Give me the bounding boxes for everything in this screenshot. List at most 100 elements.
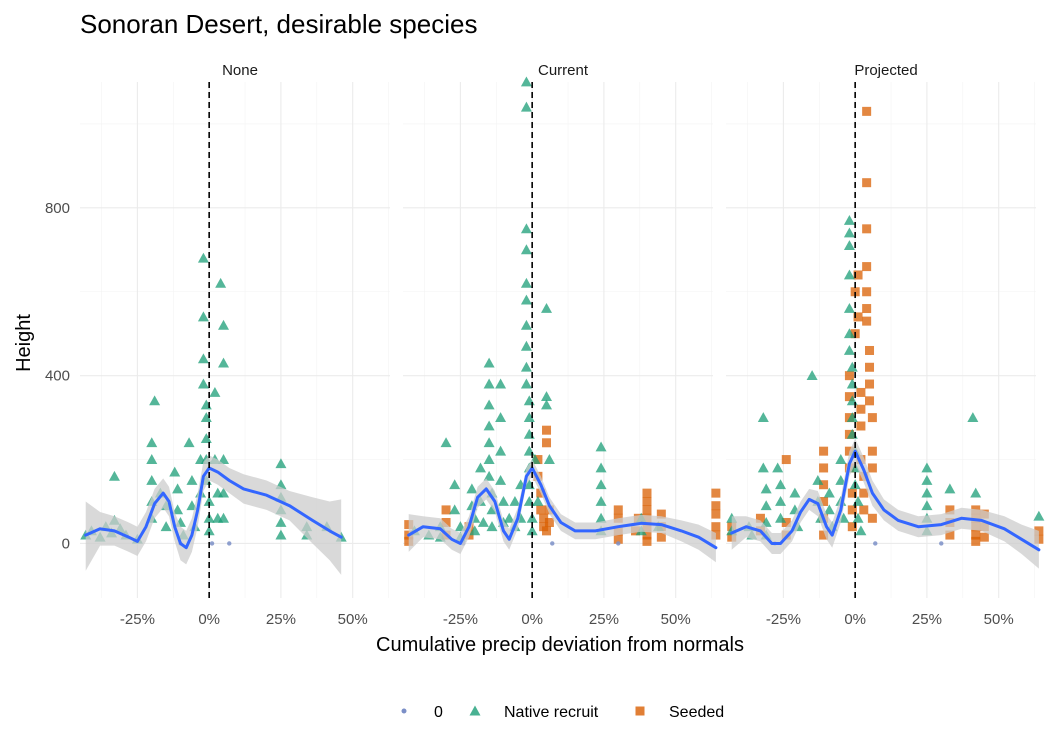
seeded-point xyxy=(642,488,652,498)
seeded-point xyxy=(971,536,981,546)
native-recruit-point xyxy=(846,361,858,372)
native-recruit-point xyxy=(197,378,209,389)
seeded-point xyxy=(441,517,451,527)
native-recruit-point xyxy=(526,525,538,536)
zero-point xyxy=(873,541,878,546)
native-recruit-point xyxy=(921,475,933,485)
native-recruit-point xyxy=(520,244,532,255)
seeded-point xyxy=(819,530,829,540)
y-axis-title: Height xyxy=(13,314,35,372)
native-recruit-point xyxy=(449,504,461,515)
native-recruit-point xyxy=(520,277,532,288)
x-tick-label: 25% xyxy=(266,611,296,628)
legend-circle-key xyxy=(401,708,407,714)
native-recruit-point xyxy=(172,483,184,494)
native-recruit-point xyxy=(757,412,769,423)
native-recruit-point xyxy=(200,412,212,423)
native-recruit-point xyxy=(503,512,515,523)
legend-label: Seeded xyxy=(669,704,724,721)
seeded-point xyxy=(847,522,857,532)
native-recruit-point xyxy=(775,512,787,523)
native-recruit-point xyxy=(843,328,855,339)
legend-item-native-recruit: Native recruit xyxy=(469,704,599,721)
x-tick-label: 50% xyxy=(338,611,368,628)
smooth-trend-line xyxy=(730,449,1041,552)
native-recruit-point xyxy=(520,223,532,234)
native-recruit-point xyxy=(275,529,287,540)
native-recruit-point xyxy=(921,500,933,511)
seeded-point xyxy=(781,517,791,527)
seeded-point xyxy=(656,509,666,519)
seeded-point xyxy=(856,421,866,431)
seeded-point xyxy=(642,497,652,507)
native-recruit-point xyxy=(595,496,607,506)
native-recruit-point xyxy=(921,487,933,498)
native-recruit-point xyxy=(483,420,495,431)
seeded-point xyxy=(711,509,721,519)
native-recruit-point xyxy=(523,412,535,423)
native-recruit-point xyxy=(486,504,498,515)
native-recruit-point xyxy=(520,378,532,389)
native-recruit-point xyxy=(160,521,172,532)
seeded-point xyxy=(755,513,765,523)
seeded-point xyxy=(711,501,721,511)
native-recruit-point xyxy=(843,303,855,313)
native-recruit-point xyxy=(146,475,158,485)
native-recruit-point xyxy=(520,101,532,112)
native-recruit-point xyxy=(921,462,933,473)
x-tick-label: -25% xyxy=(120,611,155,628)
seeded-point xyxy=(867,463,877,473)
native-recruit-point xyxy=(186,475,198,485)
native-recruit-point xyxy=(595,441,607,452)
seeded-point xyxy=(865,362,875,372)
native-recruit-point xyxy=(541,391,553,402)
facet-strip-label: Current xyxy=(538,62,589,79)
x-tick-label: -25% xyxy=(766,611,801,628)
native-recruit-point xyxy=(218,512,230,523)
seeded-point xyxy=(850,287,860,297)
seeded-point xyxy=(711,488,721,498)
native-recruit-point xyxy=(970,487,982,498)
native-recruit-point xyxy=(760,500,772,511)
seeded-point xyxy=(862,106,872,116)
seeded-point xyxy=(544,517,554,527)
x-tick-label: 0% xyxy=(198,611,220,628)
seeded-point xyxy=(542,438,552,448)
native-recruit-point xyxy=(483,470,495,481)
native-recruit-point xyxy=(523,445,535,456)
facet-strip-label: None xyxy=(222,62,258,79)
zero-point xyxy=(209,541,215,546)
seeded-point xyxy=(819,446,829,456)
x-tick-label: 50% xyxy=(984,611,1014,628)
native-recruit-point xyxy=(495,445,507,456)
seeded-point xyxy=(536,505,546,515)
seeded-point xyxy=(613,534,623,544)
smooth-trend-line xyxy=(84,466,343,550)
x-tick-label: 0% xyxy=(844,611,866,628)
native-recruit-point xyxy=(108,470,120,481)
seeded-point xyxy=(819,463,829,473)
seeded-point xyxy=(867,446,877,456)
legend-triangle-key xyxy=(469,705,481,716)
native-recruit-point xyxy=(944,483,956,494)
native-recruit-point xyxy=(757,462,769,473)
native-recruit-point xyxy=(812,475,824,485)
seeded-point xyxy=(539,513,549,523)
seeded-point xyxy=(859,488,869,498)
native-recruit-point xyxy=(203,525,215,536)
native-recruit-point xyxy=(823,504,835,515)
seeded-point xyxy=(656,532,666,542)
native-recruit-point xyxy=(835,454,847,464)
zero-point xyxy=(616,541,621,546)
native-recruit-point xyxy=(475,462,486,473)
seeded-point xyxy=(865,345,875,355)
native-recruit-point xyxy=(215,277,227,288)
native-recruit-point xyxy=(218,454,230,464)
native-recruit-point xyxy=(806,370,818,381)
native-recruit-point xyxy=(595,479,607,490)
native-recruit-point xyxy=(495,475,507,485)
native-recruit-point xyxy=(197,353,209,364)
seeded-point xyxy=(847,505,857,515)
native-recruit-point xyxy=(843,227,855,238)
native-recruit-point xyxy=(523,428,535,439)
